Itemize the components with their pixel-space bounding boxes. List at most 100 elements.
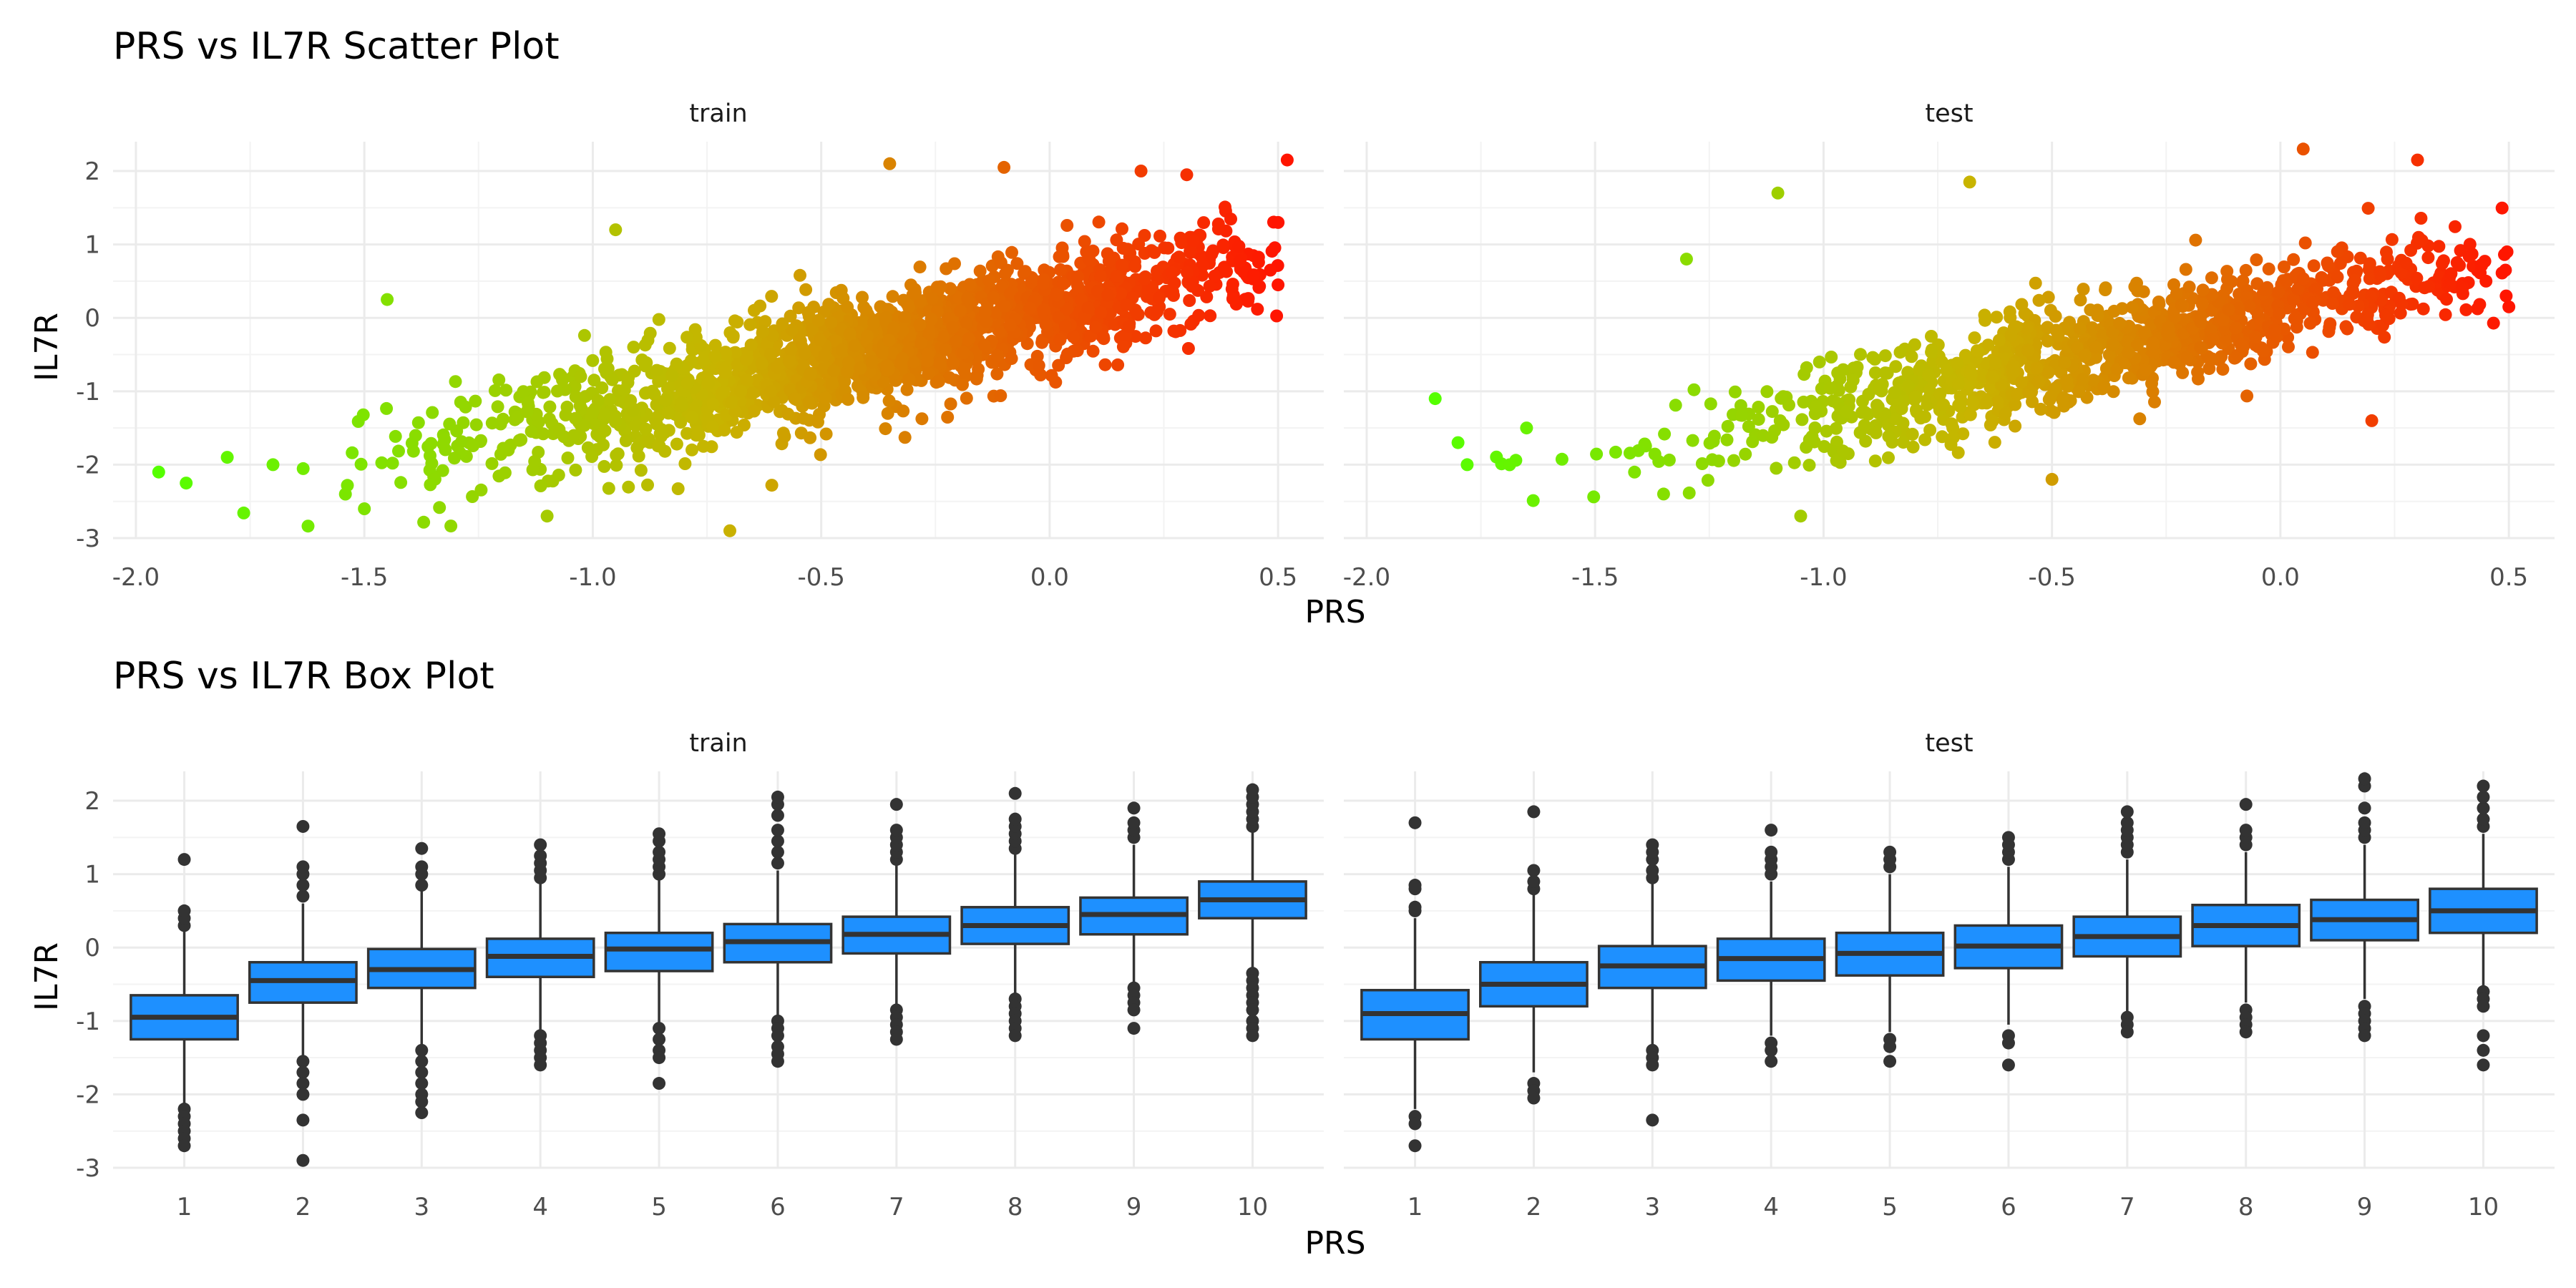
scatter-point xyxy=(2221,273,2234,286)
scatter-point xyxy=(2045,472,2059,486)
scatter-point xyxy=(1878,349,1892,363)
scatter-point xyxy=(577,328,591,342)
scatter-point xyxy=(2044,390,2058,403)
scatter-point xyxy=(1752,401,1765,414)
scatter-point xyxy=(1151,305,1163,318)
scatter-point xyxy=(857,315,871,328)
scatter-point xyxy=(665,369,678,382)
scatter-point xyxy=(2307,259,2321,273)
scatter-point xyxy=(1272,215,1285,229)
box-panel-train: 1 2 3 4 5 6 7 8 9 10 xyxy=(113,771,1324,1221)
scatter-point xyxy=(2363,260,2376,273)
scatter-point xyxy=(962,332,976,346)
scatter-point xyxy=(1005,245,1018,259)
scatter-point xyxy=(2421,251,2435,265)
scatter-point xyxy=(1098,358,1112,371)
scatter-point xyxy=(944,282,957,296)
scatter-point xyxy=(1149,324,1163,338)
scatter-point xyxy=(392,444,405,458)
scatter-x-ticks-train: -2.0 -1.5 -1.0 -0.5 0.0 0.5 xyxy=(112,563,1297,592)
scatter-point xyxy=(991,348,1005,362)
box-outlier-point xyxy=(1765,1055,1778,1068)
scatter-x-tick-label: -0.5 xyxy=(2028,563,2075,592)
scatter-point xyxy=(1889,360,1903,374)
scatter-point xyxy=(747,404,761,418)
scatter-point xyxy=(838,375,852,389)
scatter-point xyxy=(689,331,703,344)
scatter-point xyxy=(799,283,813,296)
scatter-point xyxy=(2239,263,2253,277)
scatter-point xyxy=(1999,406,2012,420)
scatter-point xyxy=(2056,394,2069,407)
scatter-point xyxy=(907,355,920,369)
scatter-point xyxy=(2361,308,2374,321)
scatter-point xyxy=(2495,266,2509,280)
scatter-point xyxy=(771,361,784,374)
scatter-point xyxy=(341,479,354,492)
scatter-point xyxy=(1858,405,1871,419)
scatter-point xyxy=(1628,465,1641,479)
scatter-point xyxy=(2194,341,2207,354)
scatter-points-test xyxy=(1428,142,2516,523)
scatter-point xyxy=(569,463,582,477)
scatter-point xyxy=(1520,421,1533,435)
scatter-point xyxy=(755,356,769,370)
scatter-point xyxy=(1460,458,1474,472)
scatter-point xyxy=(1872,382,1885,396)
box-outlier-point xyxy=(771,834,784,848)
scatter-point xyxy=(354,457,368,471)
scatter-point xyxy=(2346,286,2360,300)
box-outlier-point xyxy=(1883,1040,1897,1053)
scatter-point xyxy=(980,315,993,328)
scatter-point xyxy=(1038,303,1051,316)
scatter-point xyxy=(1039,318,1053,331)
scatter-point xyxy=(954,304,967,318)
scatter-point xyxy=(1078,235,1091,248)
scatter-point xyxy=(2321,256,2334,270)
scatter-point xyxy=(963,278,977,291)
scatter-point xyxy=(2378,331,2391,344)
box-x-tick-label: 2 xyxy=(296,1193,311,1221)
scatter-point xyxy=(381,293,394,306)
scatter-point xyxy=(2440,293,2453,306)
scatter-point xyxy=(671,482,685,495)
scatter-point xyxy=(914,336,928,350)
scatter-point xyxy=(701,376,715,390)
box-outlier-point xyxy=(1127,1003,1141,1017)
box-outlier-point xyxy=(771,809,784,822)
scatter-point xyxy=(2011,387,2024,401)
scatter-point xyxy=(825,377,839,391)
scatter-y-tick-label: 0 xyxy=(84,304,100,333)
scatter-point xyxy=(913,260,927,274)
scatter-point xyxy=(1925,330,1938,343)
scatter-point xyxy=(743,318,757,331)
scatter-point xyxy=(2118,356,2132,369)
scatter-point xyxy=(1101,288,1115,302)
box-outlier-point xyxy=(296,1113,310,1127)
scatter-point xyxy=(1921,398,1934,411)
scatter-point xyxy=(2296,272,2310,286)
box-x-tick-label: 8 xyxy=(1008,1193,1023,1221)
scatter-point xyxy=(897,404,910,418)
scatter-x-ticks-test: -2.0 -1.5 -1.0 -0.5 0.0 0.5 xyxy=(1343,563,2528,592)
scatter-point xyxy=(2191,366,2205,379)
scatter-point xyxy=(778,430,791,443)
scatter-point xyxy=(1707,429,1721,443)
scatter-point xyxy=(626,404,640,418)
box-outlier-point xyxy=(296,1065,310,1079)
scatter-point xyxy=(380,401,394,415)
scatter-point xyxy=(1662,453,1676,467)
scatter-point xyxy=(2463,238,2477,251)
scatter-point xyxy=(819,427,833,441)
scatter-point xyxy=(1854,348,1867,361)
box-outlier-point xyxy=(1408,879,1422,892)
scatter-point xyxy=(1166,265,1179,279)
scatter-point xyxy=(1739,447,1752,461)
box-outlier-point xyxy=(2477,790,2490,804)
scatter-point xyxy=(1067,330,1080,343)
scatter-point xyxy=(2182,280,2196,294)
scatter-point xyxy=(1771,186,1785,200)
scatter-point xyxy=(2394,266,2408,280)
scatter-point xyxy=(1902,379,1916,393)
scatter-point xyxy=(1208,269,1221,283)
